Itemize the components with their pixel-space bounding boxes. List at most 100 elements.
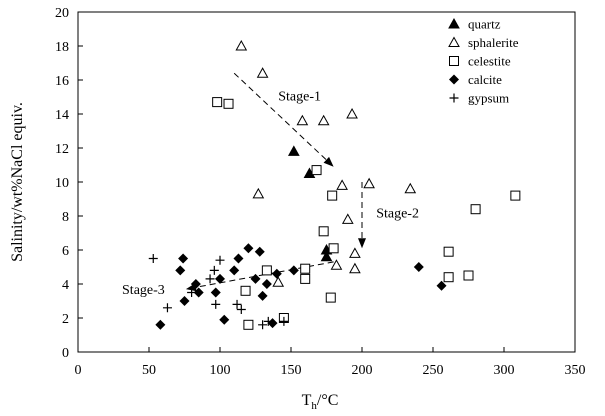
legend: quartz sphalerite celestite calcite gypsum bbox=[448, 17, 519, 106]
x-tick-label: 100 bbox=[210, 363, 231, 378]
x-axis-title-main: T bbox=[302, 392, 312, 409]
axis-ticks bbox=[77, 11, 576, 353]
y-tick-label: 0 bbox=[62, 346, 69, 361]
y-tick-label: 6 bbox=[62, 244, 69, 259]
gypsum-point bbox=[263, 316, 273, 326]
gypsum-point bbox=[236, 305, 246, 314]
gypsum-point bbox=[215, 255, 225, 265]
stage-arrow bbox=[358, 182, 366, 249]
x-tick-label: 250 bbox=[423, 363, 444, 378]
sphalerite-point bbox=[256, 67, 269, 78]
celestite-point bbox=[443, 246, 454, 257]
sphalerite-point bbox=[363, 177, 375, 189]
celestite-point bbox=[327, 190, 338, 201]
legend-item-gypsum: gypsum bbox=[449, 91, 509, 106]
stage-arrow bbox=[233, 72, 334, 167]
stage-label: Stage-3 bbox=[122, 283, 165, 298]
calcite-point bbox=[436, 280, 447, 291]
legend-item-calcite: calcite bbox=[449, 72, 502, 87]
calcite-point bbox=[254, 246, 265, 257]
legend-label: calcite bbox=[468, 72, 502, 87]
celestite-point bbox=[212, 97, 223, 108]
calcite-point bbox=[190, 279, 201, 289]
gypsum-point bbox=[209, 265, 219, 275]
quartz-point bbox=[320, 250, 333, 262]
x-tick-label: 300 bbox=[494, 363, 515, 378]
calcite-point bbox=[219, 314, 230, 325]
data-points bbox=[148, 39, 521, 330]
y-tick-label: 16 bbox=[55, 74, 69, 89]
legend-item-sphalerite: sphalerite bbox=[448, 35, 519, 50]
celestite-point bbox=[261, 265, 272, 276]
legend-item-celestite: celestite bbox=[449, 54, 511, 69]
calcite-point bbox=[175, 265, 186, 276]
x-axis-title: Th/°C bbox=[302, 392, 339, 412]
x-axis-title-subscript: h bbox=[311, 400, 317, 412]
celestite-point bbox=[300, 273, 311, 284]
legend-label: sphalerite bbox=[468, 35, 519, 50]
calcite-point bbox=[288, 265, 299, 276]
gypsum-point bbox=[162, 303, 172, 313]
celestite-point bbox=[470, 204, 481, 215]
y-tick-label: 20 bbox=[55, 6, 69, 21]
y-axis-title: Salinity/wt%NaCl equiv. bbox=[9, 102, 26, 262]
sphalerite-point bbox=[349, 262, 361, 274]
x-tick-label: 350 bbox=[565, 363, 586, 378]
sphalerite-point bbox=[404, 182, 417, 194]
y-tick-label: 8 bbox=[62, 210, 69, 225]
celestite-point bbox=[318, 226, 329, 237]
sphalerite-point bbox=[317, 114, 330, 126]
series-celestite bbox=[212, 97, 521, 330]
calcite-point bbox=[179, 296, 190, 306]
celestite-point bbox=[300, 263, 311, 274]
sphalerite-point bbox=[349, 247, 361, 258]
calcite-point bbox=[271, 268, 282, 279]
stage-arrow bbox=[185, 261, 334, 292]
gypsum-point bbox=[148, 254, 158, 263]
y-tick-label: 18 bbox=[55, 40, 69, 55]
legend-label: celestite bbox=[468, 54, 511, 69]
calcite-point bbox=[233, 253, 244, 264]
celestite-point bbox=[328, 243, 339, 254]
sphalerite-point bbox=[252, 187, 265, 199]
calcite-point bbox=[413, 262, 424, 272]
y-tick-label: 4 bbox=[62, 278, 69, 293]
calcite-point bbox=[215, 273, 225, 284]
calcite-point bbox=[178, 253, 189, 264]
quartz-point bbox=[287, 145, 300, 156]
gypsum-point bbox=[258, 320, 268, 330]
gypsum-point bbox=[279, 316, 289, 326]
legend-marker-celestite bbox=[449, 56, 459, 66]
legend-marker-sphalerite bbox=[448, 36, 460, 47]
sphalerite-point bbox=[336, 179, 348, 190]
calcite-point bbox=[261, 279, 272, 289]
sphalerite-point bbox=[341, 213, 354, 224]
sphalerite-point bbox=[272, 276, 285, 287]
celestite-point bbox=[223, 98, 234, 109]
y-tick-label: 10 bbox=[55, 176, 69, 191]
celestite-point bbox=[443, 272, 454, 283]
calcite-point bbox=[267, 318, 278, 329]
gypsum-point bbox=[211, 299, 221, 309]
axis-tick-labels: 0 50 100 150 200 250 300 350 0 2 4 6 8 10 12 14 16 18 20 bbox=[55, 6, 586, 378]
series-gypsum bbox=[148, 254, 289, 330]
celestite-point bbox=[325, 292, 336, 303]
x-tick-label: 0 bbox=[75, 363, 82, 378]
celestite-point bbox=[463, 270, 474, 281]
y-tick-label: 12 bbox=[55, 142, 69, 157]
series-calcite bbox=[155, 243, 447, 330]
y-tick-label: 2 bbox=[62, 312, 69, 327]
stage-annotations: Stage-1 Stage-2 Stage-3 bbox=[122, 89, 419, 298]
calcite-point bbox=[250, 273, 261, 284]
sphalerite-point bbox=[346, 107, 358, 119]
legend-label: gypsum bbox=[468, 91, 509, 106]
gypsum-point bbox=[205, 274, 215, 284]
x-tick-label: 200 bbox=[352, 363, 373, 378]
series-sphalerite bbox=[235, 39, 417, 287]
sphalerite-point bbox=[235, 39, 248, 51]
calcite-point bbox=[243, 243, 254, 254]
x-axis-title-unit: /°C bbox=[317, 392, 339, 409]
celestite-point bbox=[311, 165, 322, 176]
celestite-point bbox=[510, 190, 521, 201]
